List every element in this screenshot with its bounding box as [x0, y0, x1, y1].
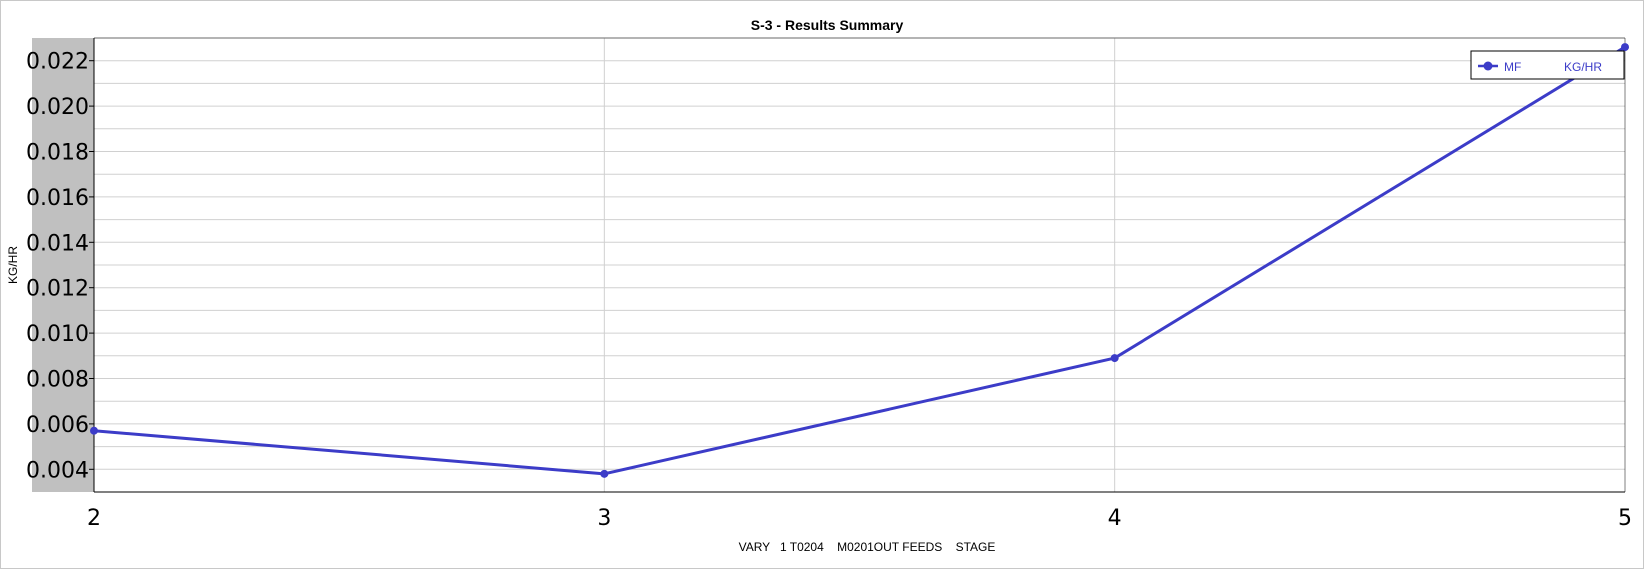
- y-tick-label: 0.014: [26, 231, 89, 256]
- series-line: [93, 45, 1626, 476]
- y-tick-label: 0.010: [26, 322, 89, 347]
- axes: [93, 37, 1626, 493]
- series-layer: [90, 43, 1629, 478]
- y-axis-band: [32, 38, 94, 492]
- y-tick-label: 0.018: [26, 141, 89, 166]
- x-tick-labels: 2 3 4 5: [87, 506, 1632, 531]
- y-tick-labels: 0.004 0.006 0.008 0.010 0.012 0.014 0.016 0.018…: [26, 50, 94, 483]
- data-point: [600, 469, 609, 478]
- y-tick-label: 0.008: [26, 368, 89, 393]
- x-axis-label: VARY 1 T0204 M0201OUT FEEDS STAGE: [739, 540, 996, 554]
- y-tick-label: 0.016: [26, 186, 89, 211]
- y-tick-label: 0.012: [26, 277, 89, 302]
- data-point: [1621, 43, 1629, 52]
- y-tick-label: 0.004: [26, 458, 89, 483]
- legend-series-unit: KG/HR: [1564, 60, 1602, 74]
- x-tick-label: 4: [1108, 506, 1122, 531]
- x-tick-label: 2: [87, 506, 101, 531]
- legend: MF KG/HR: [1470, 50, 1625, 80]
- chart-title: S-3 - Results Summary: [751, 17, 904, 33]
- y-tick-label: 0.006: [26, 413, 89, 438]
- data-point: [1110, 354, 1119, 363]
- x-tick-label: 5: [1618, 506, 1632, 531]
- y-tick-label: 0.020: [26, 95, 89, 120]
- x-tick-label: 3: [597, 506, 611, 531]
- y-axis-label: KG/HR: [6, 246, 20, 284]
- grid-lines: [94, 37, 1625, 493]
- legend-series-name: MF: [1504, 60, 1521, 74]
- legend-series-marker-icon: [1483, 61, 1493, 71]
- data-point: [90, 426, 98, 435]
- y-tick-label: 0.022: [26, 50, 89, 75]
